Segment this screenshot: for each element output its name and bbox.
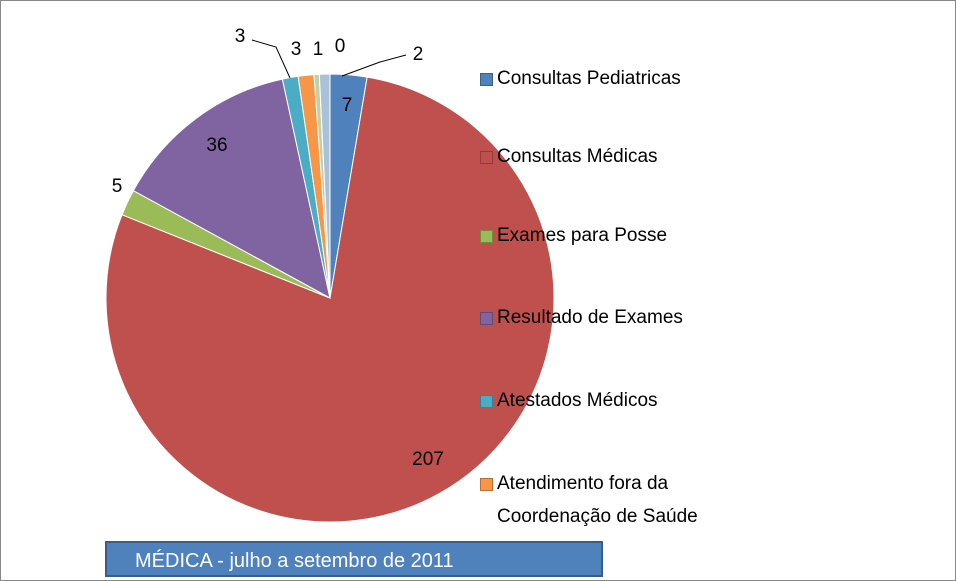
pie-slice <box>132 78 331 299</box>
pie-slice <box>105 76 555 523</box>
leader-line <box>341 54 407 77</box>
legend-entry: Consultas Médicas <box>480 140 740 173</box>
legend-entry: Atendimento fora da Coordenação de Saúde <box>480 467 740 533</box>
legend-entry: Atestados Médicos <box>480 384 740 417</box>
legend-entry: Consultas Pediatricas <box>480 62 740 95</box>
legend-swatch <box>480 151 493 164</box>
chart-title: MÉDICA - julho a setembro de 2011 <box>105 541 603 577</box>
legend-swatch <box>480 230 493 243</box>
data-label: 1 <box>313 39 324 60</box>
leader-line <box>251 39 291 79</box>
data-label: 36 <box>206 135 227 156</box>
legend-label: Atendimento fora da Coordenação de Saúde <box>497 473 698 527</box>
pie-slice <box>318 73 331 299</box>
legend-swatch <box>480 312 493 325</box>
legend-label: Consultas Pediatricas <box>497 68 681 89</box>
legend-swatch <box>480 478 493 491</box>
legend-label: Atestados Médicos <box>497 390 658 411</box>
legend-swatch <box>480 73 493 86</box>
legend-label: Consultas Médicas <box>497 146 658 167</box>
data-label: 207 <box>412 449 444 470</box>
data-label: 3 <box>235 26 246 47</box>
legend-label: Resultado de Exames <box>497 307 683 328</box>
data-label: 0 <box>335 36 346 57</box>
legend-entry: Exames para Posse <box>480 219 740 252</box>
legend-swatch <box>480 395 493 408</box>
data-label: 3 <box>291 39 302 60</box>
legend-label: Exames para Posse <box>497 225 668 246</box>
data-label: 5 <box>112 176 123 197</box>
data-label: 2 <box>413 44 424 65</box>
data-label: 7 <box>342 95 353 116</box>
legend-entry: Resultado de Exames <box>480 301 740 334</box>
